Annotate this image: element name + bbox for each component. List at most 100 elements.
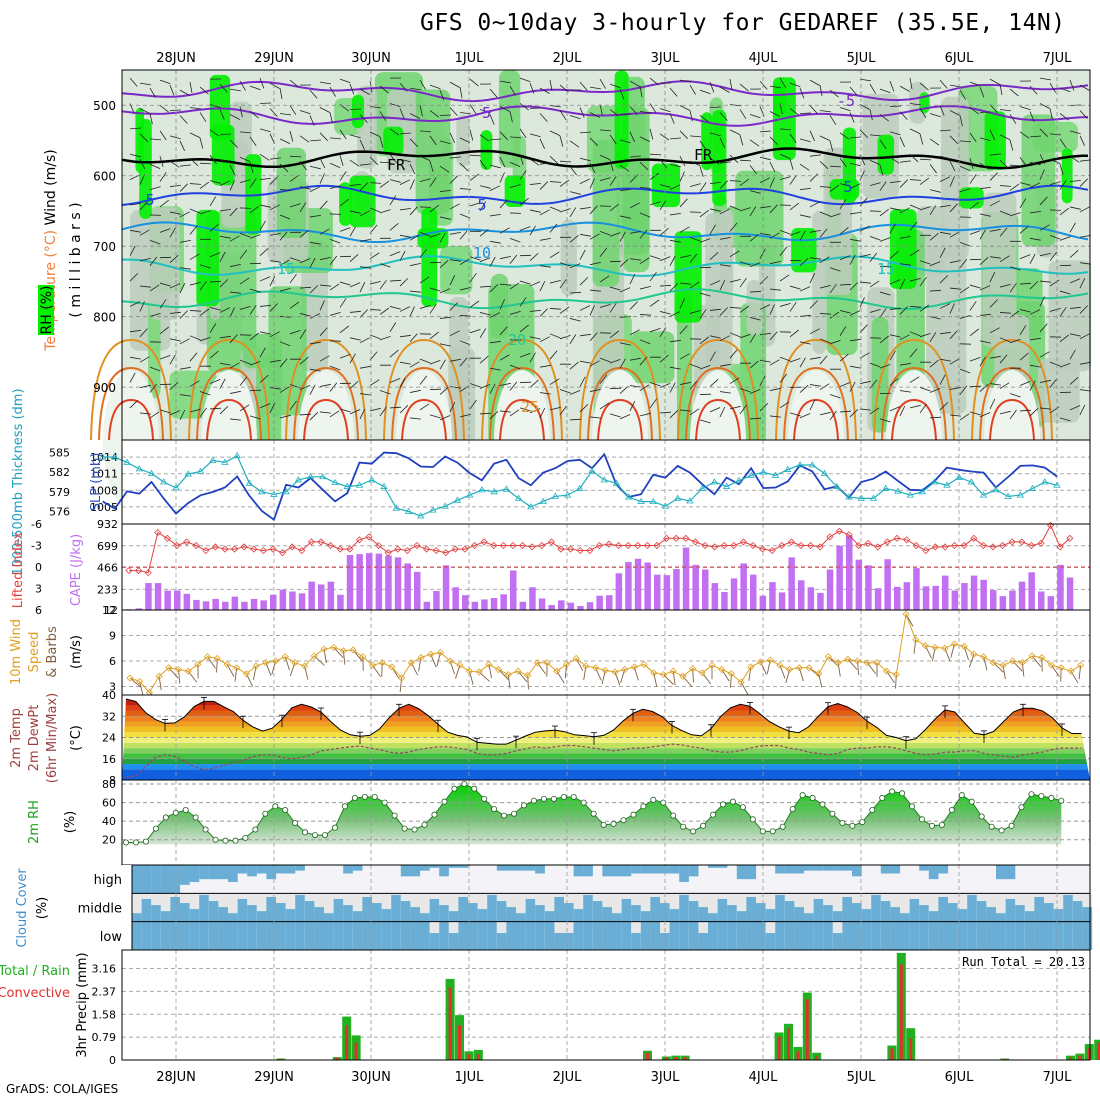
wind-barb	[819, 85, 823, 96]
wind-barb	[359, 210, 370, 217]
wind-marker	[970, 650, 978, 658]
wind-barb	[579, 207, 591, 210]
wind-barb	[879, 139, 887, 150]
wind-barb	[819, 411, 831, 416]
cape-bar	[366, 553, 373, 610]
li-marker	[586, 546, 594, 555]
wind-barb	[709, 182, 721, 184]
date-label-bottom: 4JUL	[749, 1070, 779, 1085]
wind-barb	[639, 384, 650, 391]
wind-barb	[469, 300, 480, 308]
wind-barb	[799, 384, 809, 393]
rh-marker	[521, 802, 528, 809]
wind-barb	[229, 180, 235, 191]
wind-barb	[759, 359, 771, 363]
rh-high-patch	[614, 70, 629, 169]
cloud-low-cell	[1015, 921, 1025, 950]
wind-barb	[379, 406, 387, 417]
li-marker	[663, 534, 671, 542]
cloud-low-cell	[631, 933, 641, 950]
wind-barb	[249, 415, 261, 420]
li-marker	[519, 541, 527, 550]
wind-barb	[719, 208, 730, 215]
wind-barb	[729, 129, 741, 135]
cloud-mid-cell	[554, 896, 565, 922]
cloud-low-cell	[362, 921, 373, 950]
wind-barb	[509, 184, 521, 188]
wind-marker	[495, 665, 503, 674]
cloud-low-cell	[468, 921, 478, 950]
wind-barb	[769, 111, 780, 117]
cloud-mid-cell	[736, 911, 747, 922]
wind-ylabel-3: & Barbs	[45, 626, 60, 678]
wind-barb	[389, 279, 402, 282]
thickness-marker	[881, 484, 890, 491]
cloud-mid-cell	[861, 909, 872, 922]
wind-barb	[199, 162, 212, 165]
cape-bar	[183, 593, 191, 610]
temp-line	[125, 698, 1082, 745]
rh-marker	[590, 810, 597, 817]
slp-tick: 1005	[90, 501, 118, 514]
wind-barb	[469, 272, 477, 283]
wind-barb	[729, 250, 740, 258]
cloud-low-cell	[458, 921, 469, 950]
wind-barb	[899, 111, 908, 120]
wind-barb	[589, 86, 601, 90]
wind-barb	[609, 286, 621, 291]
wind-barb	[669, 410, 679, 419]
li-marker	[931, 543, 939, 551]
wind-barb	[589, 178, 595, 189]
cloud-high-cell	[775, 865, 785, 874]
wind-barb	[579, 107, 585, 118]
wind-barb	[979, 187, 991, 189]
li-marker	[1008, 538, 1016, 546]
cloud-low-cell	[832, 933, 843, 950]
wind-barb	[159, 355, 171, 360]
cloud-low-cell	[592, 921, 603, 950]
cloud-mid-cell	[564, 903, 574, 922]
wind-barb	[249, 111, 259, 119]
wind-barb	[669, 113, 675, 124]
wind-barb	[159, 282, 171, 287]
cape-bar	[135, 608, 143, 610]
wind-barb	[479, 412, 492, 415]
wind-barb	[909, 204, 921, 210]
wind-barb	[1039, 379, 1051, 383]
wind-barb	[509, 282, 520, 290]
li-marker	[845, 531, 853, 539]
contour-label: 25	[521, 398, 539, 416]
wind-barb	[939, 358, 951, 362]
wind-barb	[679, 353, 690, 360]
rh-patch	[276, 147, 307, 239]
li-marker	[1066, 534, 1074, 542]
wind-barb	[889, 377, 899, 386]
li-marker	[211, 543, 219, 551]
wind-barb	[719, 264, 731, 267]
wind-barb	[199, 86, 209, 95]
li-marker	[471, 541, 479, 550]
wind-barb	[479, 134, 490, 142]
wind-barb	[429, 161, 434, 172]
wind-barb	[549, 333, 561, 339]
wind-barb	[659, 311, 671, 315]
wind-barb	[139, 356, 150, 363]
wind-barb	[799, 138, 811, 143]
date-label-top: 5JUL	[847, 51, 877, 66]
wind-barb	[669, 184, 681, 190]
rh-marker	[799, 792, 806, 799]
temp-contour-27	[196, 366, 262, 441]
cape-bar	[164, 590, 171, 610]
rh-marker	[998, 827, 1005, 834]
wind-barb	[789, 108, 799, 116]
rh-marker	[321, 832, 328, 839]
rh-marker	[530, 797, 537, 804]
rh-tick: 20	[102, 834, 116, 847]
cloud-mid-cell	[544, 911, 555, 922]
rh-marker	[839, 820, 846, 827]
cape-bar	[798, 580, 805, 610]
wind-barb	[139, 82, 151, 86]
wind-barb	[279, 358, 288, 368]
